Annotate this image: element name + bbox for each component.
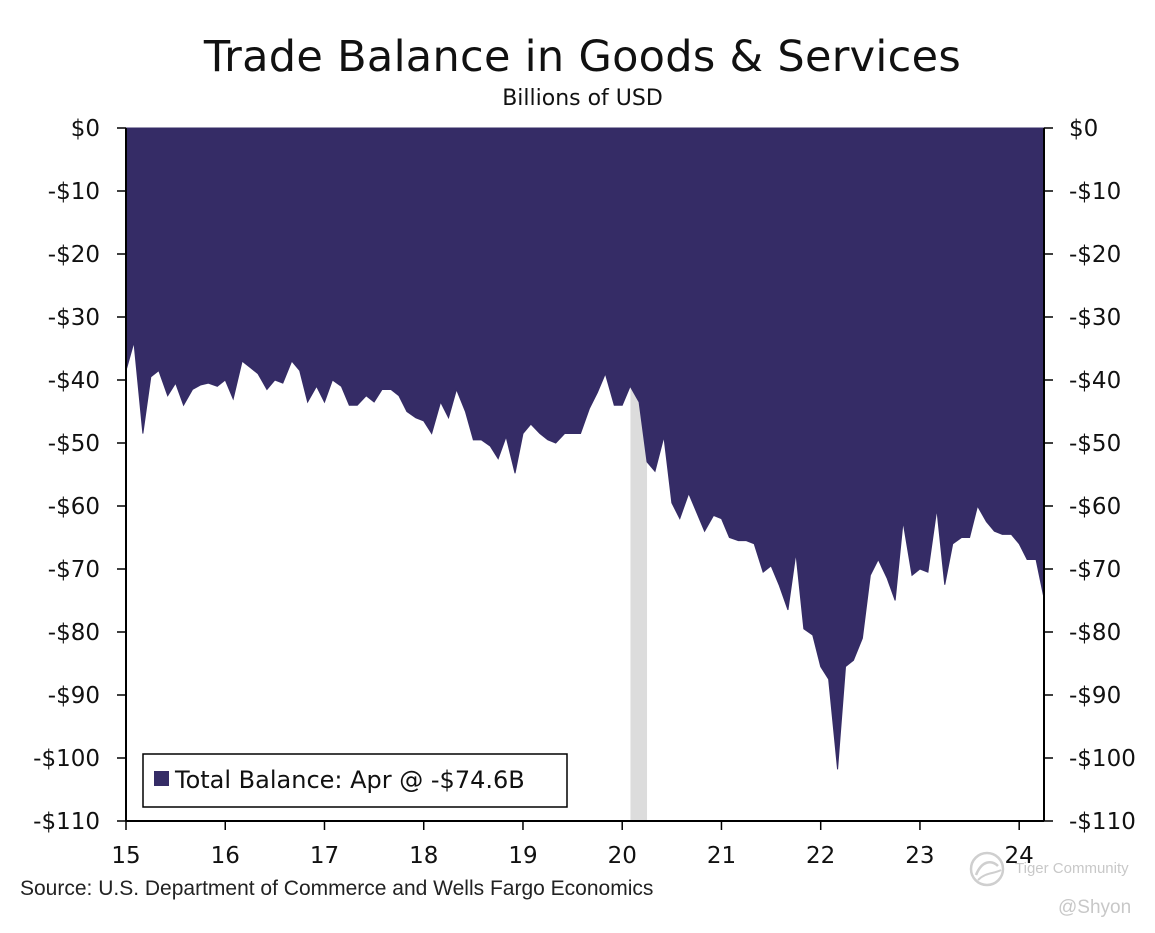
y-tick-label: -$70: [1069, 557, 1121, 583]
y-tick-label: -$110: [1069, 809, 1136, 835]
legend: Total Balance: Apr @ -$74.6B: [142, 753, 568, 808]
chart-subtitle: Billions of USD: [502, 86, 663, 111]
y-tick-label: -$70: [48, 557, 100, 583]
x-axis: 15 16 17 18 19 20 21 22 23 24: [111, 821, 1034, 869]
y-tick-label: -$30: [48, 305, 100, 331]
y-tick-label: -$50: [48, 431, 100, 457]
y-tick-label: -$60: [1069, 494, 1121, 520]
y-tick-label: -$40: [1069, 368, 1121, 394]
y-tick-label: -$60: [48, 494, 100, 520]
x-tick-label: 16: [211, 843, 240, 869]
legend-label: Total Balance: Apr @ -$74.6B: [174, 766, 525, 794]
area-total-balance: [125, 127, 1045, 770]
y-tick-label: -$30: [1069, 305, 1121, 331]
y-tick-label: -$10: [1069, 179, 1121, 205]
y-tick-label: -$80: [48, 620, 100, 646]
y-tick-label: -$20: [1069, 242, 1121, 268]
watermark-text: Tiger Community: [1015, 860, 1129, 877]
x-tick-label: 21: [707, 843, 736, 869]
source-note: Source: U.S. Department of Commerce and …: [20, 877, 654, 900]
y-tick-label: -$100: [33, 746, 100, 772]
legend-swatch: [154, 771, 169, 786]
y-tick-label: -$90: [1069, 683, 1121, 709]
y-tick-label: -$110: [33, 809, 100, 835]
y-tick-label: -$80: [1069, 620, 1121, 646]
area-series: [125, 127, 1045, 770]
x-tick-label: 15: [111, 843, 140, 869]
x-tick-label: 22: [806, 843, 835, 869]
y-tick-label: -$10: [48, 179, 100, 205]
y-tick-label: -$20: [48, 242, 100, 268]
y-axis-right: $0 -$10 -$20 -$30 -$40 -$50 -$60 -$70 -$80 -$90 -$…: [1044, 116, 1136, 835]
chart-title: Trade Balance in Goods & Services: [203, 32, 962, 82]
y-tick-label: $0: [71, 116, 100, 142]
watermark-handle: @Shyon: [1058, 897, 1132, 918]
axes: [125, 128, 1045, 822]
x-tick-label: 18: [409, 843, 438, 869]
x-tick-label: 24: [1005, 843, 1034, 869]
x-tick-label: 20: [608, 843, 637, 869]
y-tick-label: -$100: [1069, 746, 1136, 772]
y-tick-label: $0: [1069, 116, 1098, 142]
x-tick-label: 17: [310, 843, 339, 869]
legend-box: [142, 753, 568, 808]
x-tick-label: 19: [508, 843, 537, 869]
y-tick-label: -$90: [48, 683, 100, 709]
tiger-community-logo-icon: [969, 851, 1005, 887]
y-axis-left: $0 -$10 -$20 -$30 -$40 -$50 -$60 -$70 -$80 -$90 -$…: [33, 116, 126, 835]
y-tick-label: -$50: [1069, 431, 1121, 457]
y-tick-label: -$40: [48, 368, 100, 394]
x-tick-label: 23: [905, 843, 934, 869]
